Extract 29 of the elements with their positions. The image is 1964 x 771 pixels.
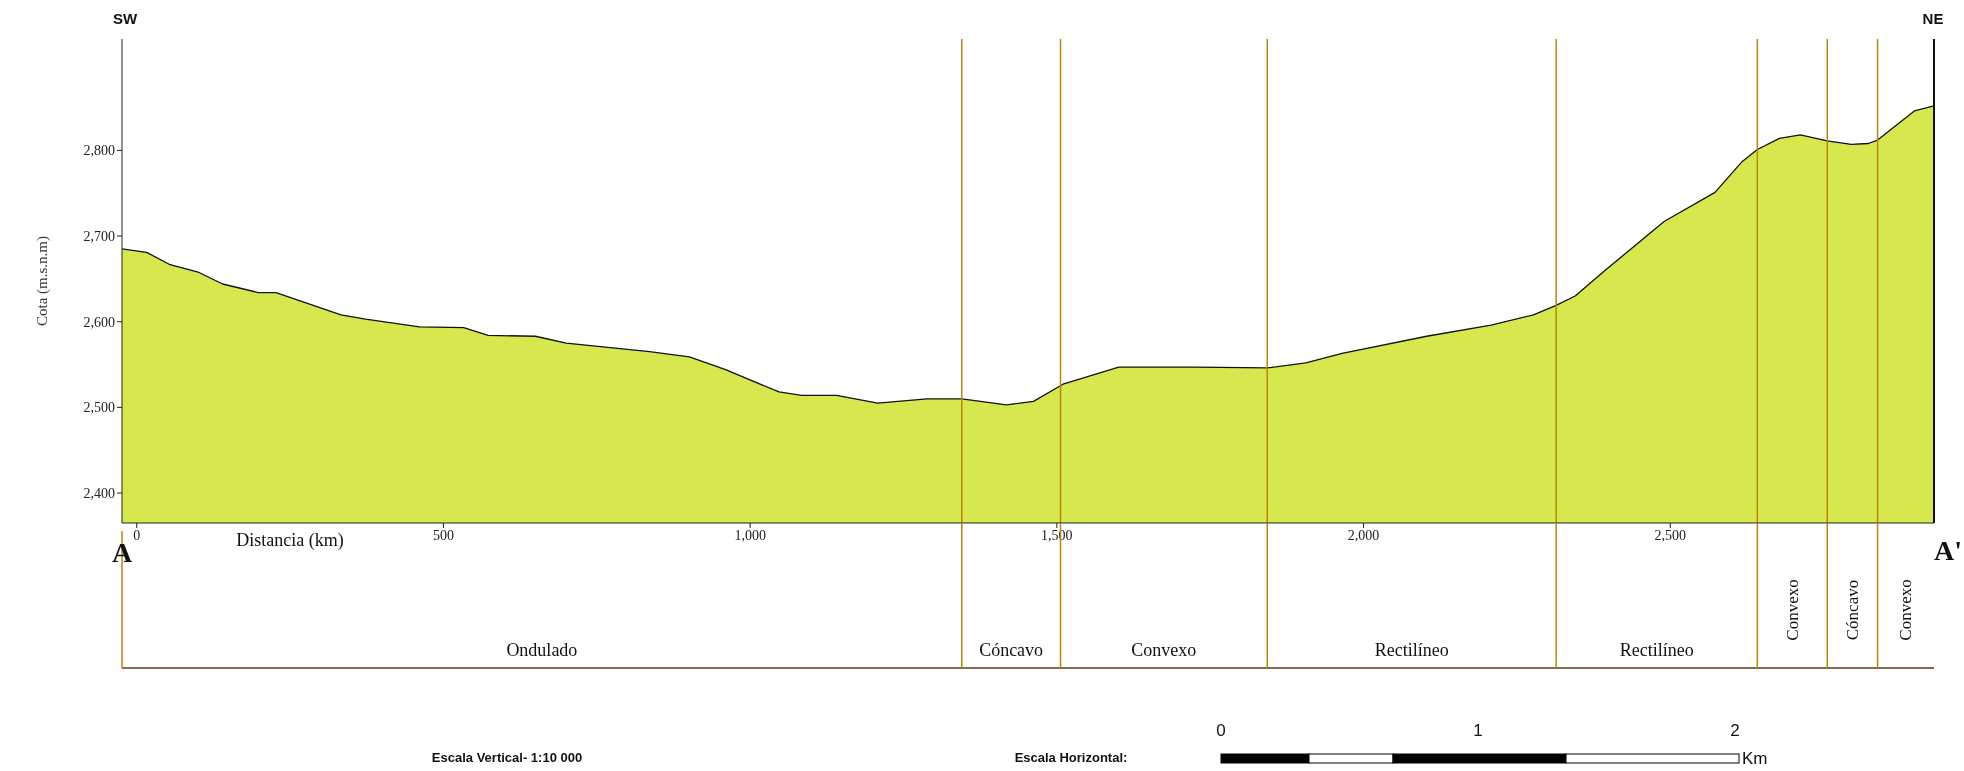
text: Cóncavo xyxy=(1842,579,1862,641)
text: NE xyxy=(1922,10,1944,27)
text: A' xyxy=(1934,535,1962,566)
text: Rectilíneo xyxy=(1374,640,1449,660)
y-tick-label: 2,400 xyxy=(83,485,115,501)
x-tick-label: 2,500 xyxy=(1654,527,1686,543)
text: Convexo xyxy=(1131,640,1197,660)
y-tick-label: 2,800 xyxy=(83,143,115,159)
x-tick-label: 500 xyxy=(432,527,454,543)
text: Convexo xyxy=(1782,579,1802,641)
text: 1 xyxy=(1473,721,1483,740)
text: Rectilíneo xyxy=(1619,640,1694,660)
text: Km xyxy=(1742,749,1768,768)
y-axis-title: Cota (m.s.n.m) xyxy=(34,236,52,326)
y-tick-label: 2,500 xyxy=(83,400,115,416)
text: Escala Vertical- 1:10 000 xyxy=(431,750,583,765)
x-tick-label: 1,000 xyxy=(734,527,766,543)
y-tick-label: 2,600 xyxy=(83,314,115,330)
text: Escala Horizontal: xyxy=(1014,750,1128,765)
text: 2 xyxy=(1730,721,1740,740)
x-tick-label: 0 xyxy=(133,527,141,543)
x-tick-label: 2,000 xyxy=(1347,527,1380,543)
text: SW xyxy=(112,10,138,27)
y-tick-label: 2,700 xyxy=(83,229,115,244)
text: Ondulado xyxy=(506,640,578,660)
text: 0 xyxy=(1216,721,1226,740)
x-axis-title: Distancia (km) xyxy=(236,530,344,551)
text: Convexo xyxy=(1896,579,1916,641)
text: Cóncavo xyxy=(979,640,1044,660)
